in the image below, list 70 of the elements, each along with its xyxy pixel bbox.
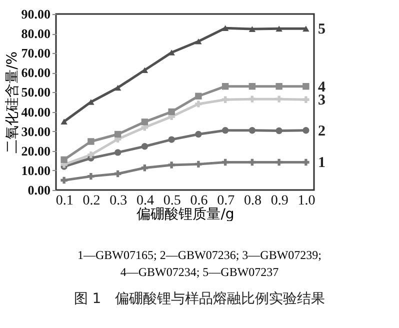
y-tick-label: 70.00 [21,46,50,61]
point [88,172,94,180]
series-label: 1 [318,155,326,172]
point [88,151,94,158]
point [168,136,175,143]
y-tick-label: 10.00 [21,162,50,178]
series-label: 4 [318,79,326,96]
x-tick-label: 0.1 [56,194,74,208]
point [276,83,282,90]
point [60,176,68,184]
point [302,127,310,134]
series-label: 3 [318,92,326,109]
series-label: 2 [318,123,326,140]
point [168,162,175,168]
point [248,96,256,102]
point [302,26,310,32]
y-tick-label: 50.00 [21,84,50,100]
x-tick-label: 0.7 [217,194,235,208]
point [276,127,282,134]
text: 4—GBW07234; 5—GBW07237 [119,264,280,281]
point [195,92,202,100]
point [222,96,229,104]
point [141,164,148,172]
y-tick-label: 80.00 [21,26,50,42]
point [141,143,148,150]
point [168,108,175,116]
point [248,83,256,90]
point [276,158,282,166]
y-tick-label: 40.00 [21,104,50,120]
x-tick-label: 0.8 [244,194,262,208]
x-tick-label: 0.6 [190,194,208,208]
point [60,118,68,124]
point [276,26,282,32]
x-tick-label: 0.4 [136,194,154,208]
point [88,138,94,145]
point [248,127,256,134]
x-tick-label: 0.3 [110,194,128,208]
point [248,158,256,166]
point [114,170,122,178]
caption: 图 1 偏硼酸锂与样品熔融比例实验结果 [72,291,326,308]
point [222,25,229,31]
point [114,130,122,138]
point [222,83,229,90]
point [114,84,122,91]
x-tick-label: 0.2 [82,194,100,208]
point [222,158,229,166]
point [195,130,202,138]
text: 1—GBW07165; 2—GBW07236; 3—GBW07239; [76,247,322,264]
point [60,156,68,164]
point [302,158,310,166]
point [195,38,202,44]
series-label: 5 [318,22,326,38]
y-tick-label: 90.00 [21,6,50,22]
x-tick-label: 1.0 [298,194,316,208]
point [276,96,282,102]
point [248,26,256,32]
x-tick-label: 0.5 [163,194,181,208]
y-tick-label: 20.00 [21,143,50,158]
x-tick-label: 0.9 [270,194,288,208]
y-axis-title: 二氧化硅含量/% [4,51,20,154]
point [222,127,229,134]
y-tick-label: 30.00 [21,124,50,139]
point [195,160,202,168]
point [141,118,148,126]
point [302,83,310,90]
point [114,149,122,156]
point [195,100,202,108]
point [302,96,310,104]
y-tick-label: 60.00 [21,65,50,80]
y-tick-label: 0.00 [28,182,50,198]
